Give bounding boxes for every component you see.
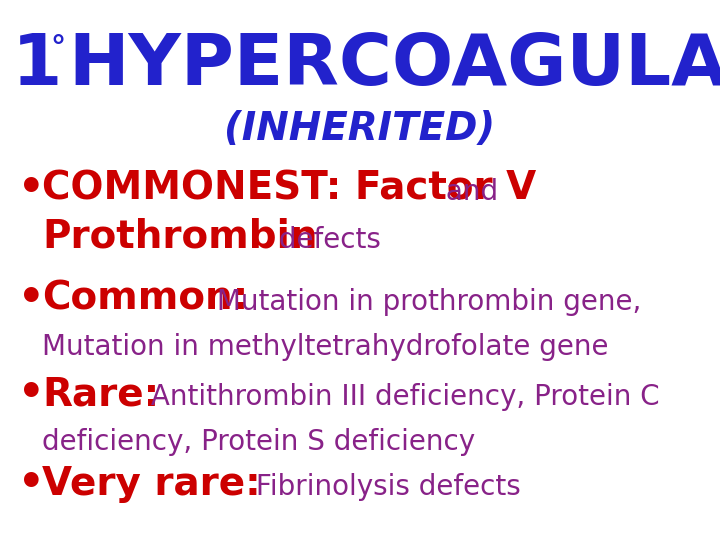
Text: •: • — [18, 277, 45, 319]
Text: defects: defects — [270, 226, 381, 254]
Text: Fibrinolysis defects: Fibrinolysis defects — [247, 473, 521, 501]
Text: •: • — [18, 372, 45, 414]
Text: Mutation in prothrombin gene,: Mutation in prothrombin gene, — [208, 288, 642, 316]
Text: Mutation in methyltetrahydrofolate gene: Mutation in methyltetrahydrofolate gene — [42, 333, 608, 361]
Text: Antithrombin III deficiency, Protein C: Antithrombin III deficiency, Protein C — [142, 383, 660, 411]
Text: COMMONEST: Factor V: COMMONEST: Factor V — [42, 170, 536, 208]
Text: °: ° — [50, 34, 65, 63]
Text: •: • — [18, 462, 45, 504]
Text: •: • — [18, 167, 45, 209]
Text: 1: 1 — [12, 31, 63, 100]
Text: (INHERITED): (INHERITED) — [225, 110, 495, 148]
Text: and: and — [437, 178, 498, 206]
Text: Prothrombin: Prothrombin — [42, 218, 318, 256]
Text: Very rare:: Very rare: — [42, 465, 261, 503]
Text: deficiency, Protein S deficiency: deficiency, Protein S deficiency — [42, 428, 475, 456]
Text: Common:: Common: — [42, 280, 248, 318]
Text: HYPERCOAGULABILITY: HYPERCOAGULABILITY — [68, 31, 720, 100]
Text: Rare:: Rare: — [42, 375, 159, 413]
